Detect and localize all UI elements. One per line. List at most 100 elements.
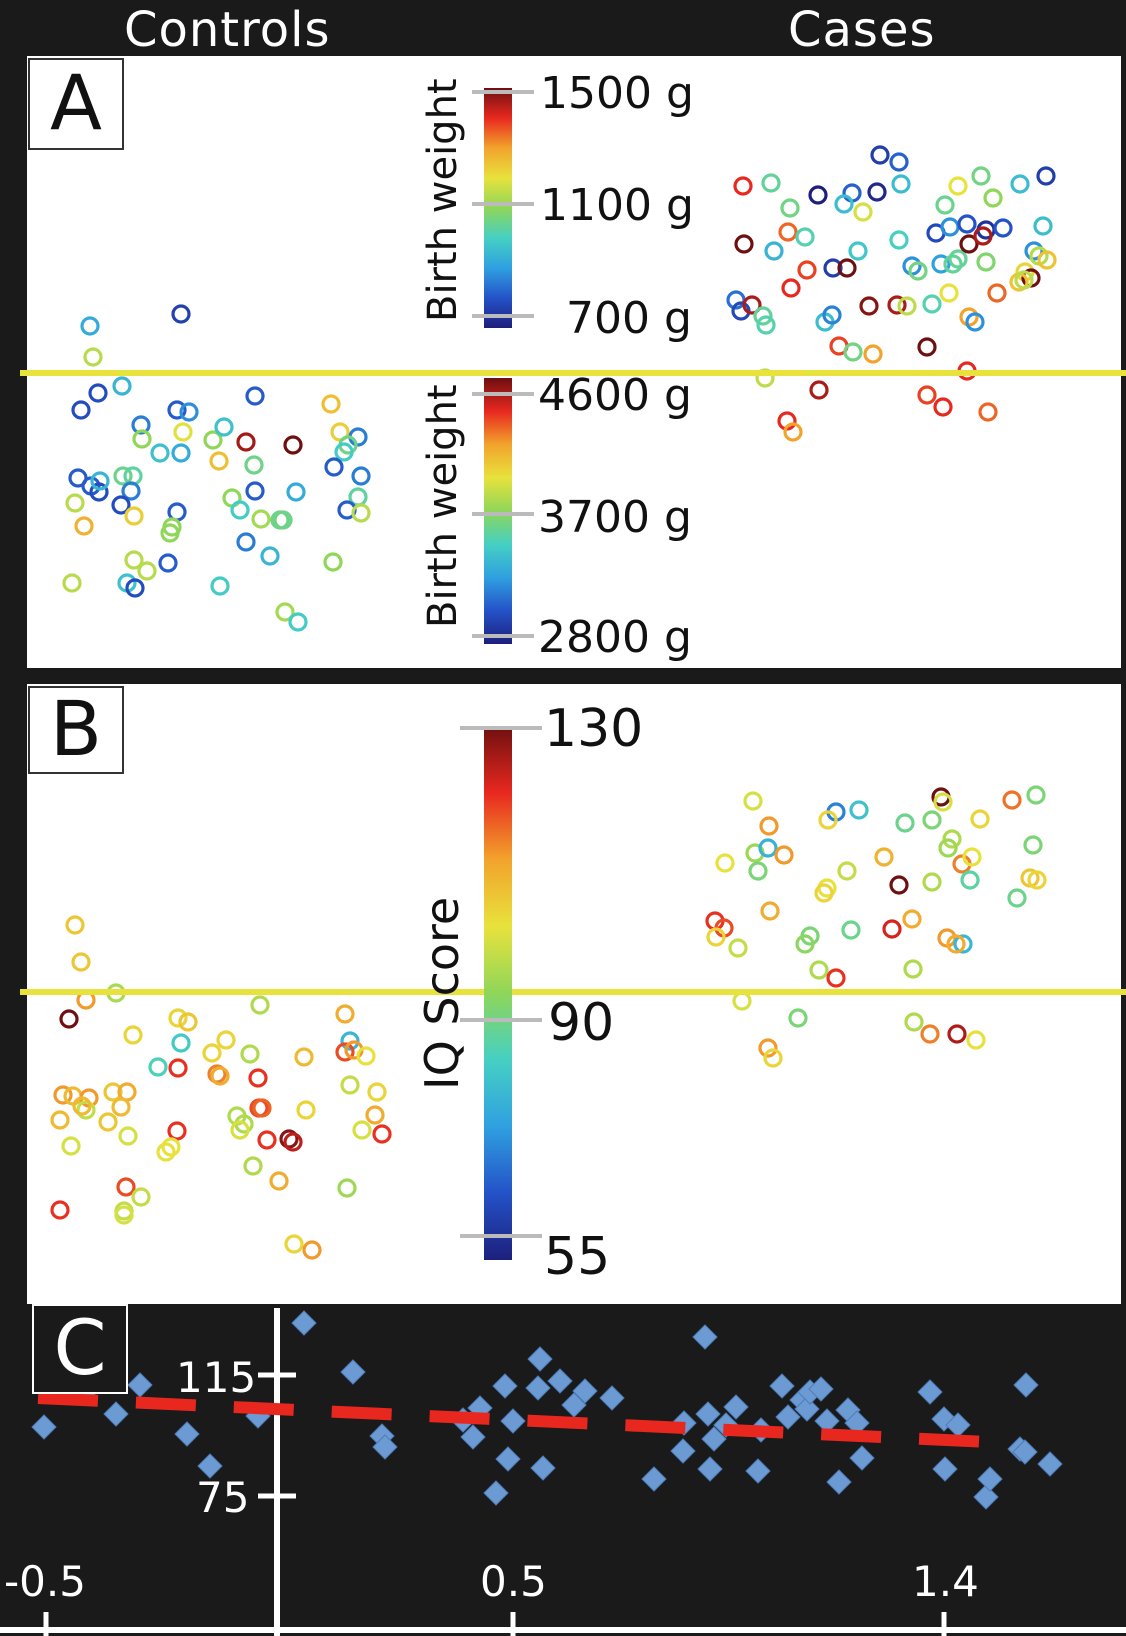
scatter-point <box>973 1484 999 1510</box>
case-point <box>756 315 776 335</box>
control-point <box>111 495 131 515</box>
scatter-point <box>849 1445 875 1471</box>
case-point <box>783 422 803 442</box>
case-point <box>763 1048 783 1068</box>
scatter-point <box>372 1434 398 1460</box>
scatter-point <box>527 1346 553 1372</box>
case-point <box>728 938 748 958</box>
scatter-point <box>492 1373 518 1399</box>
control-point <box>114 1205 134 1225</box>
case-point <box>774 845 794 865</box>
x-tick-label-minus-0-5: -0.5 <box>4 1557 86 1606</box>
control-point <box>72 1096 92 1116</box>
case-point <box>759 816 779 836</box>
case-point <box>795 934 815 954</box>
control-point <box>50 1200 70 1220</box>
scatter-point <box>1012 1439 1038 1465</box>
control-point <box>132 429 152 449</box>
scatter-point <box>530 1455 556 1481</box>
case-point <box>966 1030 986 1050</box>
case-point <box>889 875 909 895</box>
case-point <box>743 791 763 811</box>
scatter-point <box>932 1456 958 1482</box>
control-point <box>372 1124 392 1144</box>
case-point <box>848 241 868 261</box>
case-point <box>780 198 800 218</box>
case-point <box>849 800 869 820</box>
control-point <box>214 417 234 437</box>
control-point <box>365 1105 385 1125</box>
scatter-point <box>547 1368 573 1394</box>
case-point <box>874 847 894 867</box>
control-point <box>209 451 229 471</box>
case-point <box>1007 888 1027 908</box>
control-point <box>296 1100 316 1120</box>
case-point <box>1015 262 1035 282</box>
control-point <box>161 1137 181 1157</box>
case-point <box>808 185 828 205</box>
control-point <box>340 1031 360 1051</box>
control-point <box>59 1009 79 1029</box>
case-point <box>970 809 990 829</box>
panel-a-upper-colorbar <box>484 88 512 328</box>
scatter-point <box>1013 1372 1039 1398</box>
panel-b-colorbar <box>484 726 512 1260</box>
case-point <box>957 214 977 234</box>
control-point <box>137 561 157 581</box>
control-point <box>257 1130 277 1150</box>
cases-header: Cases <box>788 2 936 58</box>
case-point <box>943 254 963 274</box>
colorbar-label-700: 700 g <box>566 293 692 344</box>
case-point <box>1026 785 1046 805</box>
case-point <box>903 959 923 979</box>
y-tick-label-115: 115 <box>176 1353 256 1402</box>
case-point <box>959 234 979 254</box>
case-point <box>960 870 980 890</box>
scatter-point <box>723 1394 749 1420</box>
case-point <box>797 260 817 280</box>
control-point <box>167 400 187 420</box>
case-point <box>891 174 911 194</box>
scatter-point <box>808 1376 834 1402</box>
case-point <box>922 294 942 314</box>
case-point <box>917 337 937 357</box>
case-point <box>1010 174 1030 194</box>
case-point <box>1002 790 1022 810</box>
control-point <box>71 400 91 420</box>
control-point <box>168 1008 188 1028</box>
control-point <box>173 422 193 442</box>
case-point <box>1024 241 1044 261</box>
panel-a-background <box>27 56 1121 668</box>
scatter-point <box>826 1469 852 1495</box>
control-point <box>88 383 108 403</box>
scatter-point <box>775 1404 801 1430</box>
case-point <box>904 1012 924 1032</box>
case-point <box>837 258 857 278</box>
case-point <box>953 934 973 954</box>
case-point <box>867 182 887 202</box>
control-point <box>171 443 191 463</box>
case-point <box>826 968 846 988</box>
case-point <box>1036 166 1056 186</box>
control-point <box>286 482 306 502</box>
case-point <box>942 829 962 849</box>
case-point <box>889 152 909 172</box>
control-point <box>230 500 250 520</box>
control-point <box>230 1120 250 1140</box>
control-point <box>61 1136 81 1156</box>
scatter-point <box>701 1426 727 1452</box>
control-point <box>179 402 199 422</box>
case-point <box>965 312 985 332</box>
case-point <box>795 227 815 247</box>
case-point <box>933 792 953 812</box>
control-point <box>98 1112 118 1132</box>
birth-weight-label-lower: Birth weight <box>420 384 466 628</box>
case-point <box>742 295 762 315</box>
scatter-point <box>1037 1451 1063 1477</box>
case-point <box>920 1024 940 1044</box>
trend-line <box>37 1392 1011 1449</box>
iq-score-label: IQ Score <box>415 897 469 1090</box>
control-point <box>171 304 191 324</box>
colorbar-label-130: 130 <box>544 699 643 759</box>
control-point <box>202 1043 222 1063</box>
